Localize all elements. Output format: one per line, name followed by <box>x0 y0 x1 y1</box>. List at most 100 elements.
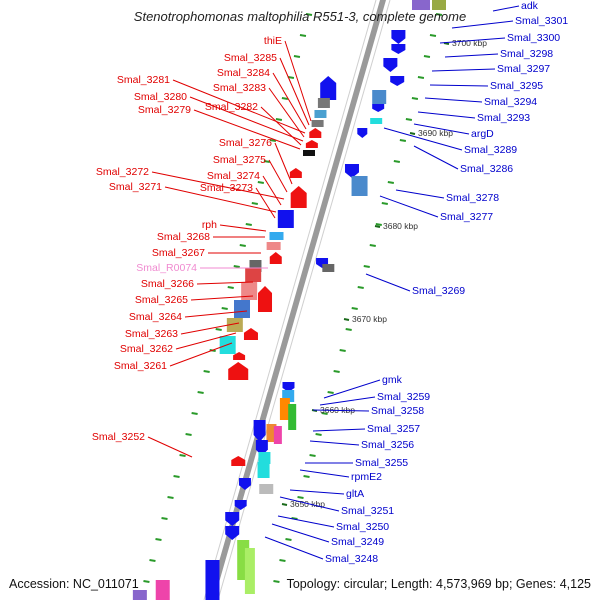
forward-strand-gene <box>322 264 335 272</box>
gene-label-left: Smal_3263 <box>125 328 178 340</box>
scale-tick <box>315 433 322 436</box>
gene-label-right: Smal_3269 <box>412 285 465 297</box>
reverse-strand-gene <box>266 242 281 250</box>
scale-tick <box>303 475 310 478</box>
kbp-tick <box>343 318 350 321</box>
gene-label-left: Smal_3268 <box>157 231 210 243</box>
leader-line <box>492 5 520 12</box>
leader-line <box>260 106 302 146</box>
leader-line <box>299 469 350 478</box>
leader-line <box>151 171 285 200</box>
gene-label-left: rph <box>202 219 217 231</box>
forward-strand-gene <box>225 512 240 526</box>
scale-tick <box>375 223 382 226</box>
kbp-label: 3700 kbp <box>452 38 487 48</box>
leader-line <box>439 37 506 44</box>
leader-line <box>169 342 233 367</box>
leader-line <box>413 145 459 170</box>
leader-line <box>262 175 282 206</box>
forward-strand-gene <box>244 548 255 594</box>
kbp-label: 3670 kbp <box>352 314 387 324</box>
gene-label-right: Smal_3286 <box>460 163 513 175</box>
scale-tick <box>155 538 162 541</box>
gene-label-right: argD <box>471 128 494 140</box>
forward-strand-gene <box>282 382 295 392</box>
scale-tick <box>191 412 198 415</box>
scale-tick <box>299 34 307 37</box>
gene-label-left: Smal_3262 <box>120 343 173 355</box>
leader-line <box>279 57 310 126</box>
forward-strand-gene <box>253 420 266 442</box>
scale-tick <box>417 76 425 79</box>
scale-tick <box>369 244 376 247</box>
leader-line <box>274 142 293 185</box>
forward-strand-gene <box>279 398 290 420</box>
gene-label-right: Smal_3250 <box>336 521 389 533</box>
leader-line <box>312 428 366 432</box>
leader-line <box>444 53 499 58</box>
scale-tick <box>399 139 407 142</box>
leader-line <box>147 436 193 458</box>
scale-tick <box>203 370 210 373</box>
kbp-tick <box>281 503 288 506</box>
gene-label-right: Smal_3249 <box>331 536 384 548</box>
leader-line <box>424 97 483 103</box>
forward-strand-gene <box>372 104 385 112</box>
leader-line <box>365 273 411 292</box>
leader-line <box>193 109 301 150</box>
scale-tick <box>215 328 222 331</box>
leader-line <box>429 84 489 87</box>
leader-line <box>219 224 267 232</box>
forward-strand-gene <box>238 478 251 490</box>
scale-tick <box>393 160 401 163</box>
reverse-strand-gene <box>290 186 307 208</box>
forward-strand-gene <box>391 44 406 54</box>
genome-backbone <box>208 0 386 600</box>
gene-label-right: Smal_3297 <box>497 63 550 75</box>
scale-tick <box>227 286 234 289</box>
gene-label-left: Smal_3266 <box>141 278 194 290</box>
scale-tick <box>233 265 240 268</box>
scale-tick <box>245 223 252 226</box>
scale-tick <box>339 349 346 352</box>
gene-label-right: Smal_3295 <box>490 80 543 92</box>
scale-tick <box>321 412 328 415</box>
reverse-strand-gene <box>314 110 327 118</box>
gene-label-left: Smal_3279 <box>138 104 191 116</box>
leader-line <box>417 111 476 119</box>
gene-label-right: Smal_3258 <box>371 405 424 417</box>
gene-label-right: Smal_3278 <box>446 192 499 204</box>
reverse-strand-gene <box>234 300 250 318</box>
forward-strand-gene <box>288 404 297 430</box>
forward-strand-gene <box>357 128 368 138</box>
leader-line <box>272 72 307 130</box>
forward-strand-gene <box>391 30 406 44</box>
scale-tick <box>185 433 192 436</box>
gene-label-left: Smal_3267 <box>152 247 205 259</box>
scale-tick <box>251 202 258 205</box>
gene-label-right: adk <box>521 0 539 12</box>
gene-label-right: Smal_3298 <box>500 48 553 60</box>
leader-line <box>172 79 306 134</box>
leader-line <box>264 536 324 560</box>
gene-label-right: Smal_3294 <box>484 96 537 108</box>
leader-line <box>196 281 254 285</box>
kbp-tick <box>409 132 416 135</box>
gene-label-left: Smal_R0074 <box>136 262 197 274</box>
forward-strand-gene <box>273 426 282 444</box>
gene-label-left: Smal_3271 <box>109 181 162 193</box>
scale-tick <box>197 391 204 394</box>
gene-label-right: Smal_3301 <box>515 15 568 27</box>
reverse-strand-gene <box>228 362 249 380</box>
gene-label-left: Smal_3282 <box>205 101 258 113</box>
leader-line <box>184 310 248 318</box>
forward-strand-gene <box>412 0 430 10</box>
forward-strand-gene <box>258 452 271 464</box>
reverse-strand-gene <box>155 580 170 600</box>
forward-strand-gene <box>225 526 240 540</box>
reverse-strand-gene <box>205 560 220 600</box>
scale-tick <box>179 454 186 457</box>
leader-line <box>271 523 330 543</box>
